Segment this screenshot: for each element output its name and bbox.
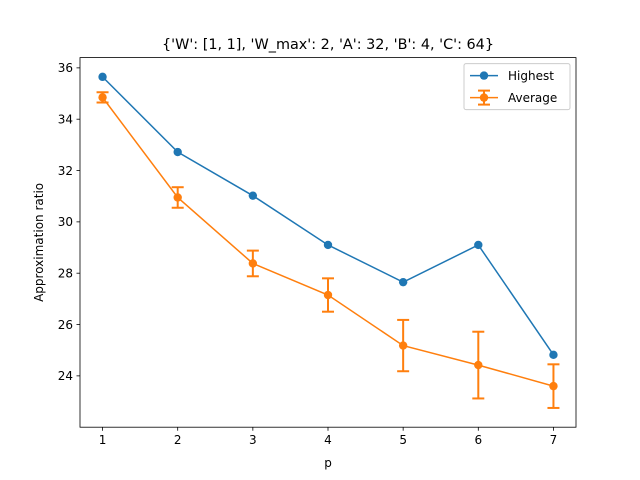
series-2 xyxy=(96,91,560,409)
data-point xyxy=(549,381,558,391)
legend-swatch-marker xyxy=(479,71,489,80)
y-tick-label: 28 xyxy=(58,267,73,281)
legend-label: Average xyxy=(508,91,557,105)
legend: Highest Average xyxy=(463,63,571,111)
data-point xyxy=(98,93,107,102)
data-point xyxy=(248,191,258,200)
data-point xyxy=(398,277,408,287)
data-point xyxy=(248,259,258,268)
x-axis-label: p xyxy=(324,456,332,470)
series-layer xyxy=(96,72,560,409)
data-point xyxy=(323,290,333,300)
y-tick-label: 32 xyxy=(58,164,73,178)
x-tick-label: 6 xyxy=(474,433,482,447)
y-tick-label: 30 xyxy=(58,215,73,229)
x-axis-ticks: 1 2 3 4 5 6 7 xyxy=(99,427,558,447)
x-tick-label: 5 xyxy=(399,433,407,447)
x-tick-label: 1 xyxy=(99,433,107,447)
chart-title: {'W': [1, 1], 'W_max': 2, 'A': 32, 'B': … xyxy=(162,37,494,53)
data-point xyxy=(323,240,333,250)
y-tick-label: 24 xyxy=(58,369,73,383)
y-tick-label: 36 xyxy=(58,61,73,75)
y-tick-label: 34 xyxy=(58,113,73,127)
x-tick-label: 3 xyxy=(249,433,257,447)
legend-item-2: Average xyxy=(470,89,557,106)
legend-swatch-marker xyxy=(479,93,489,102)
data-point xyxy=(98,72,107,82)
y-axis-label: Approximation ratio xyxy=(32,183,46,302)
x-tick-label: 2 xyxy=(174,433,182,447)
x-tick-label: 4 xyxy=(324,433,332,447)
data-point xyxy=(549,350,558,360)
series-1 xyxy=(98,72,558,360)
data-point xyxy=(398,341,408,350)
legend-item-1: Highest xyxy=(470,69,554,83)
y-tick-label: 26 xyxy=(58,318,73,332)
y-axis-ticks: 24 26 28 30 32 34 36 xyxy=(58,61,80,383)
data-point xyxy=(474,240,483,250)
data-point xyxy=(173,193,182,202)
legend-label: Highest xyxy=(508,69,554,83)
data-point xyxy=(474,360,483,370)
x-tick-label: 7 xyxy=(550,433,558,447)
data-point xyxy=(173,147,182,157)
